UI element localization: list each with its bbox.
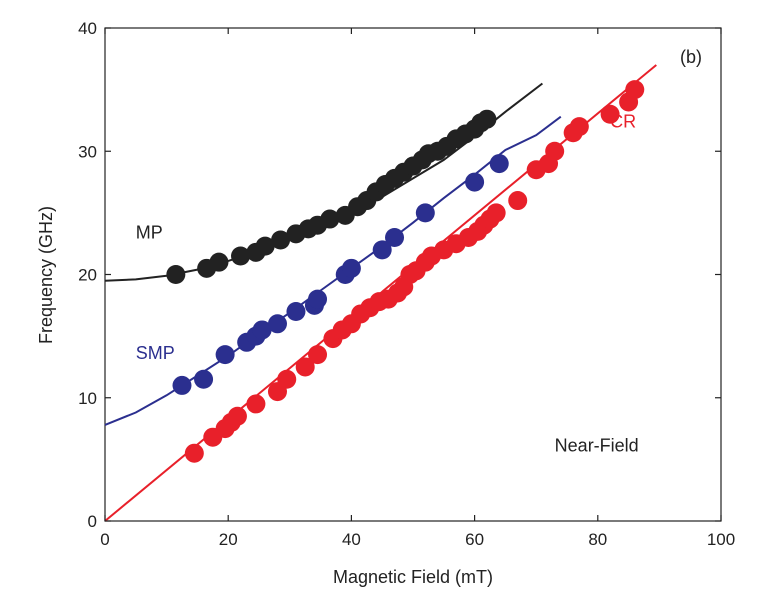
y-tick-label-10: 10	[78, 389, 97, 408]
smp-point-9	[308, 289, 328, 309]
smp-point-2	[215, 345, 235, 365]
y-tick-label-0: 0	[88, 512, 97, 531]
cr-point-30	[508, 191, 528, 211]
x-tick-label-40: 40	[342, 530, 361, 549]
mp-point-10	[320, 209, 340, 229]
cr-point-35	[569, 117, 589, 137]
smp-point-5	[252, 320, 272, 340]
cr-point-38	[625, 80, 645, 100]
smp-point-11	[341, 258, 361, 278]
x-tick-label-20: 20	[219, 530, 238, 549]
smp-point-7	[286, 301, 306, 321]
axis-ticks: 0 20 40 60 80 100 0 10 20 30 40	[78, 19, 735, 549]
y-tick-label-20: 20	[78, 266, 97, 285]
cr-point-29	[486, 203, 506, 223]
cr-point-4	[227, 406, 247, 426]
x-tick-label-60: 60	[465, 530, 484, 549]
y-tick-label-40: 40	[78, 19, 97, 38]
y-axis-title: Frequency (GHz)	[36, 206, 56, 344]
x-tick-label-100: 100	[707, 530, 735, 549]
cr-point-7	[277, 369, 297, 389]
smp-series-label: SMP	[136, 343, 175, 363]
smp-point-15	[465, 172, 485, 192]
smp-point-13	[385, 228, 405, 248]
mp-point-6	[271, 230, 291, 250]
mp-point-5	[255, 236, 275, 256]
cr-point-8	[295, 357, 315, 377]
y-tick-label-30: 30	[78, 142, 97, 161]
mp-point-3	[231, 246, 251, 266]
mp-point-2	[209, 252, 229, 272]
smp-point-6	[267, 314, 287, 334]
annotations: MP SMP CR Near-Field	[136, 111, 639, 455]
cr-point-33	[545, 141, 565, 161]
mp-point-0	[166, 265, 186, 284]
smp-point-1	[194, 369, 214, 389]
mp-series-label: MP	[136, 222, 163, 242]
cr-point-5	[246, 394, 266, 414]
x-tick-label-0: 0	[100, 530, 109, 549]
cr-point-36	[600, 104, 620, 124]
mp-point-27	[477, 109, 497, 129]
cr-point-9	[308, 345, 328, 365]
smp-point-16	[489, 154, 509, 174]
cr-point-0	[184, 443, 204, 463]
cr-series-label: CR	[610, 111, 636, 131]
x-axis-title: Magnetic Field (mT)	[333, 567, 493, 587]
annotation-near-field: Near-Field	[555, 436, 639, 456]
x-tick-label-80: 80	[588, 530, 607, 549]
smp-point-0	[172, 375, 192, 395]
smp-point-14	[415, 203, 435, 223]
panel-label: (b)	[680, 47, 702, 67]
data-points	[166, 80, 645, 463]
smp-point-12	[372, 240, 392, 260]
